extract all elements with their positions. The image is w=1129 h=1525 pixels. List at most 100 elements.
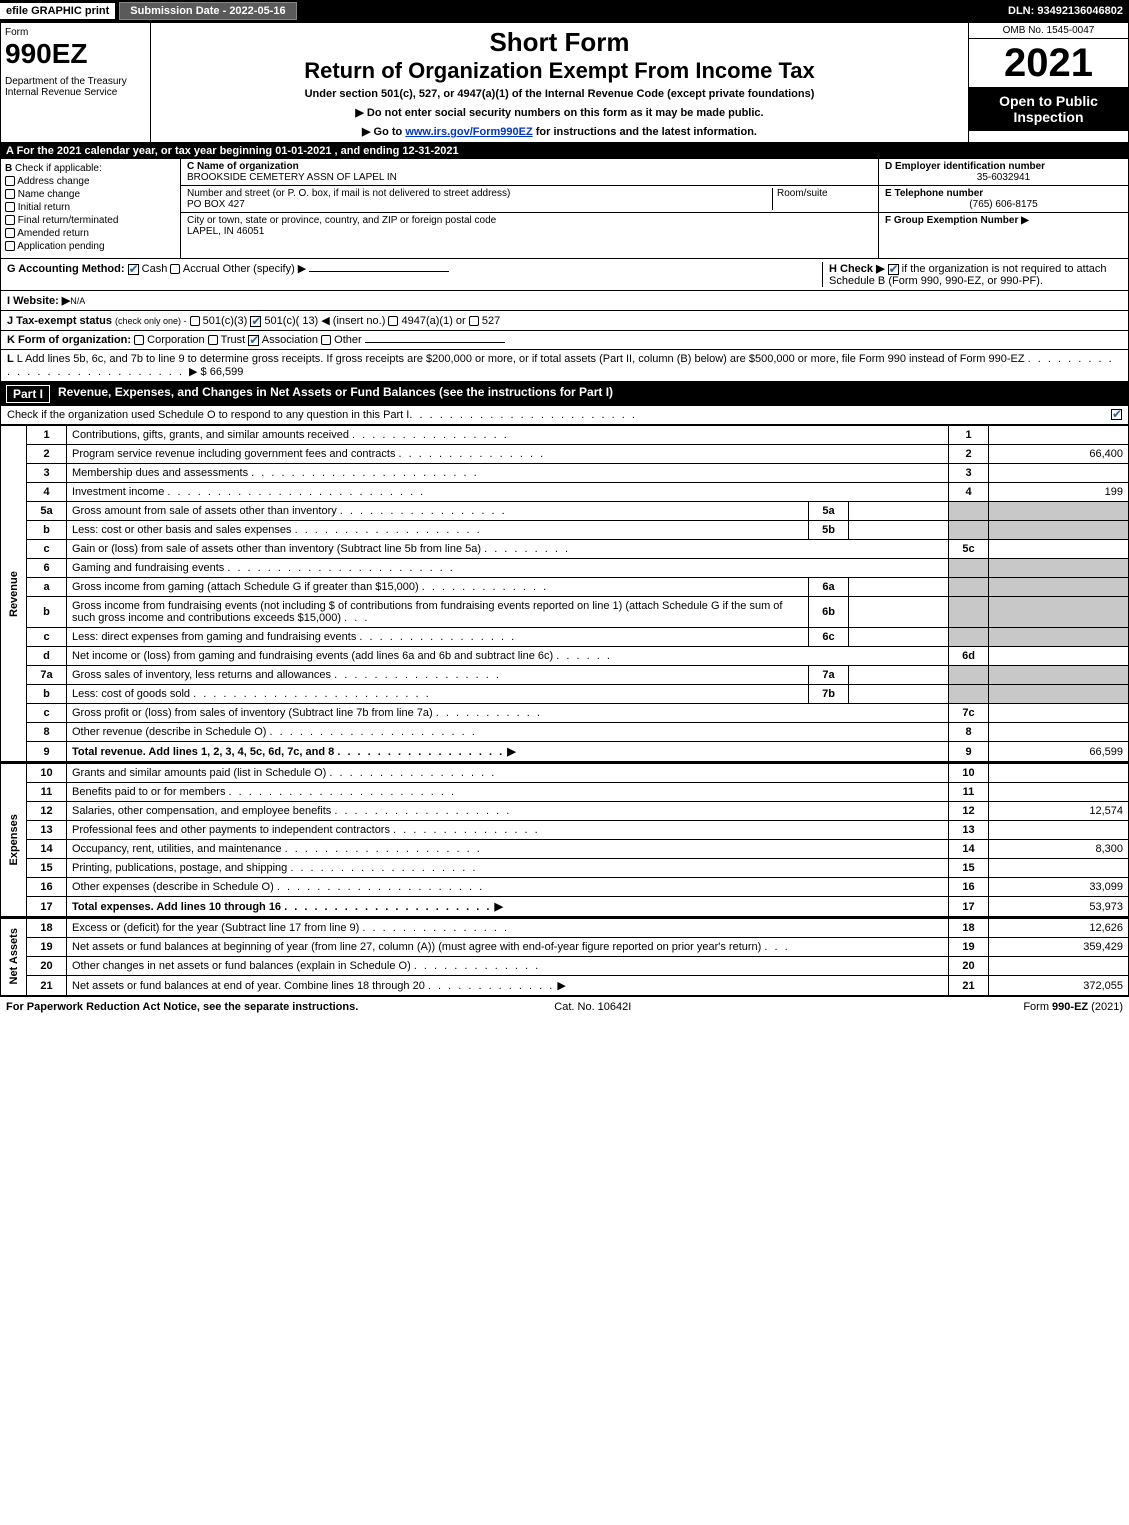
line-val: 66,599	[989, 742, 1129, 762]
table-row: 13Professional fees and other payments t…	[1, 821, 1129, 840]
g-label: G Accounting Method:	[7, 263, 125, 275]
d-label: D Employer identification number	[885, 161, 1122, 172]
goto-pre: ▶ Go to	[362, 126, 405, 138]
table-row: aGross income from gaming (attach Schedu…	[1, 578, 1129, 597]
subline-val	[849, 666, 949, 685]
line-desc: Gross income from gaming (attach Schedul…	[67, 578, 809, 597]
table-row: 12Salaries, other compensation, and empl…	[1, 802, 1129, 821]
irs-link[interactable]: www.irs.gov/Form990EZ	[405, 126, 532, 138]
b-opt-2: Initial return	[5, 202, 176, 213]
line-number: b	[27, 521, 67, 540]
j-chk-c-icon[interactable]	[388, 316, 398, 326]
line-number: 14	[27, 840, 67, 859]
line-desc: Net assets or fund balances at beginning…	[67, 938, 949, 957]
line-number: c	[27, 704, 67, 723]
b-label: B	[5, 163, 12, 174]
b-opt-0: Address change	[5, 176, 176, 187]
line-rn: 12	[949, 802, 989, 821]
line-number: 7a	[27, 666, 67, 685]
omb-number: OMB No. 1545-0047	[969, 23, 1128, 39]
table-row: 14Occupancy, rent, utilities, and mainte…	[1, 840, 1129, 859]
line-desc: Other changes in net assets or fund bala…	[67, 957, 949, 976]
checkbox-icon[interactable]	[5, 176, 15, 186]
line-val: 12,626	[989, 918, 1129, 938]
block-d: D Employer identification number 35-6032…	[878, 159, 1128, 258]
line-val	[989, 540, 1129, 559]
k-chk-c-icon[interactable]	[248, 335, 259, 346]
b-opt-4: Amended return	[5, 228, 176, 239]
f-group-row: F Group Exemption Number ▶	[879, 213, 1128, 228]
block-c: C Name of organization BROOKSIDE CEMETER…	[181, 159, 878, 258]
accrual-checkbox-icon[interactable]	[170, 264, 180, 274]
line-desc: Gross amount from sale of assets other t…	[67, 502, 809, 521]
j-chk-d-icon[interactable]	[469, 316, 479, 326]
line-number: 11	[27, 783, 67, 802]
l-value: ▶ $ 66,599	[189, 366, 243, 378]
line-number: 12	[27, 802, 67, 821]
line-val	[989, 957, 1129, 976]
line-number: d	[27, 647, 67, 666]
line-a: A For the 2021 calendar year, or tax yea…	[0, 143, 1129, 159]
d-ein-row: D Employer identification number 35-6032…	[879, 159, 1128, 186]
goto-note: ▶ Go to www.irs.gov/Form990EZ for instru…	[159, 125, 960, 138]
line-val-gray	[989, 521, 1129, 540]
line-desc: Contributions, gifts, grants, and simila…	[67, 426, 949, 445]
b-sub: Check if applicable:	[15, 163, 102, 174]
table-row: 17Total expenses. Add lines 10 through 1…	[1, 897, 1129, 917]
line-val: 199	[989, 483, 1129, 502]
line-desc: Investment income . . . . . . . . . . . …	[67, 483, 949, 502]
line-val: 359,429	[989, 938, 1129, 957]
line-desc: Salaries, other compensation, and employ…	[67, 802, 949, 821]
short-form-title: Short Form	[159, 27, 960, 58]
table-row: cLess: direct expenses from gaming and f…	[1, 628, 1129, 647]
line-rn: 5c	[949, 540, 989, 559]
line-number: c	[27, 540, 67, 559]
j-label: J Tax-exempt status	[7, 315, 112, 327]
checkbox-icon[interactable]	[5, 215, 15, 225]
line-rn: 4	[949, 483, 989, 502]
row-gh: G Accounting Method: Cash Accrual Other …	[0, 259, 1129, 291]
line-val: 12,574	[989, 802, 1129, 821]
k-chk-a-icon[interactable]	[134, 335, 144, 345]
line-rn: 14	[949, 840, 989, 859]
line-rn-gray	[949, 666, 989, 685]
table-row: cGain or (loss) from sale of assets othe…	[1, 540, 1129, 559]
table-row: 16Other expenses (describe in Schedule O…	[1, 878, 1129, 897]
j-note: (check only one) -	[115, 316, 187, 326]
footer-left: For Paperwork Reduction Act Notice, see …	[6, 1001, 358, 1013]
checkbox-icon[interactable]	[5, 228, 15, 238]
b-opt-3: Final return/terminated	[5, 215, 176, 226]
checkbox-icon[interactable]	[5, 189, 15, 199]
table-row: Revenue1Contributions, gifts, grants, an…	[1, 426, 1129, 445]
header-mid: Short Form Return of Organization Exempt…	[151, 23, 968, 142]
form-label: Form	[5, 27, 146, 38]
row-k: K Form of organization: Corporation Trus…	[0, 331, 1129, 350]
checkbox-icon[interactable]	[5, 202, 15, 212]
subline-val	[849, 628, 949, 647]
line-number: 20	[27, 957, 67, 976]
line-desc: Less: cost or other basis and sales expe…	[67, 521, 809, 540]
efile-label[interactable]: efile GRAPHIC print	[0, 3, 115, 19]
j-chk-b-icon[interactable]	[250, 316, 261, 327]
line-val	[989, 821, 1129, 840]
org-name: BROOKSIDE CEMETERY ASSN OF LAPEL IN	[187, 172, 872, 183]
j-chk-a-icon[interactable]	[190, 316, 200, 326]
page-footer: For Paperwork Reduction Act Notice, see …	[0, 996, 1129, 1017]
line-val	[989, 763, 1129, 783]
line-desc: Grants and similar amounts paid (list in…	[67, 763, 949, 783]
line-val-gray	[989, 578, 1129, 597]
cash-checkbox-icon[interactable]	[128, 264, 139, 275]
line-val-gray	[989, 628, 1129, 647]
b-opt-5: Application pending	[5, 241, 176, 252]
line-desc: Net income or (loss) from gaming and fun…	[67, 647, 949, 666]
h-checkbox-icon[interactable]	[888, 264, 899, 275]
subline-num: 5a	[809, 502, 849, 521]
line-desc: Net assets or fund balances at end of ye…	[67, 976, 949, 996]
website-value: N/A	[70, 296, 85, 306]
k-chk-d-icon[interactable]	[321, 335, 331, 345]
k-chk-b-icon[interactable]	[208, 335, 218, 345]
part1-checkbox-icon[interactable]	[1111, 409, 1122, 420]
checkbox-icon[interactable]	[5, 241, 15, 251]
line-val-gray	[989, 597, 1129, 628]
org-address: PO BOX 427	[187, 199, 245, 210]
